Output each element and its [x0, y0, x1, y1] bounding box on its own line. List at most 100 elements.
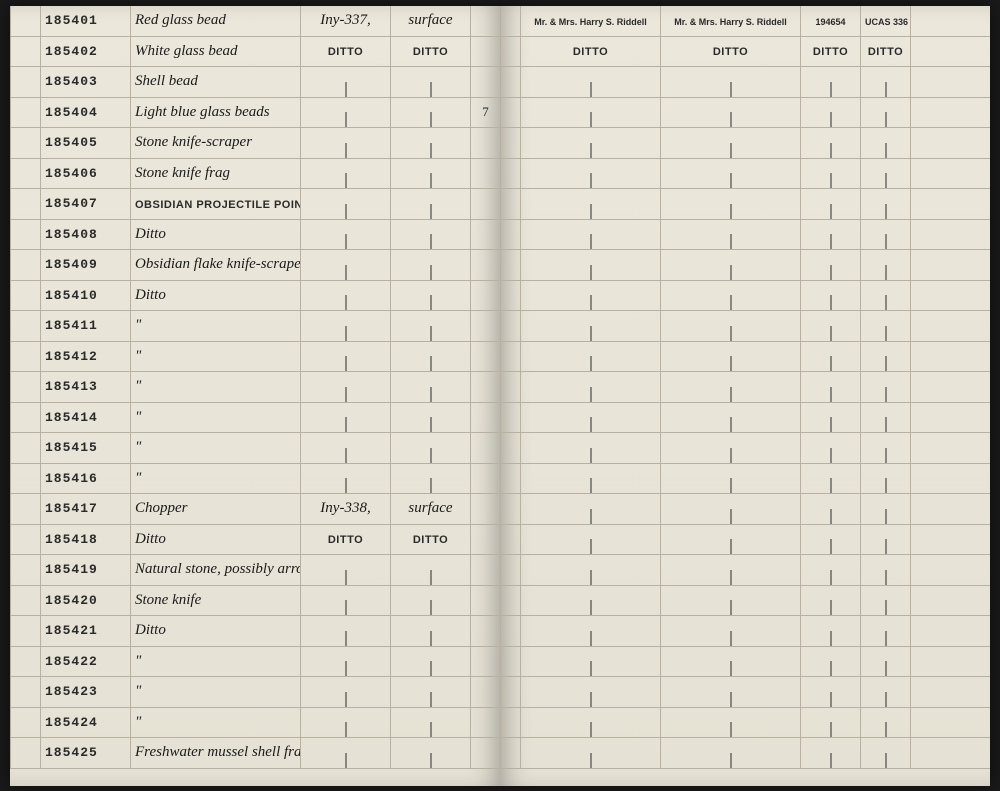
row-edge [11, 494, 41, 525]
description-text: Shell bead [135, 73, 198, 89]
location-2 [391, 311, 471, 342]
ledger-row: 185421Ditto [11, 616, 501, 647]
ledger-row: 185420Stone knife [11, 585, 501, 616]
ditto-mark [590, 143, 591, 158]
ditto-mark [730, 478, 731, 493]
count-cell [471, 341, 501, 372]
count-cell [471, 6, 501, 37]
ditto-mark [430, 82, 431, 97]
ucas-cell [861, 707, 911, 738]
location-2 [391, 463, 471, 494]
accession-cell [801, 707, 861, 738]
accession-cell [801, 555, 861, 586]
row-edge [501, 158, 521, 189]
collector-1-cell [521, 250, 661, 281]
ditto-mark [345, 326, 346, 341]
faded-id-cell [911, 494, 991, 525]
ditto-mark [590, 82, 591, 97]
count-cell [471, 524, 501, 555]
row-edge [501, 97, 521, 128]
accession-cell [801, 402, 861, 433]
collector-2-cell [661, 463, 801, 494]
ditto-mark [830, 417, 831, 432]
location-1 [301, 646, 391, 677]
collector-2-cell [661, 433, 801, 464]
catalog-id: 185407 [41, 189, 131, 220]
collector-1-cell [521, 219, 661, 250]
ditto-mark [830, 265, 831, 280]
row-edge [11, 616, 41, 647]
faded-id-cell [911, 402, 991, 433]
catalog-id: 185402 [41, 36, 131, 67]
row-edge [11, 36, 41, 67]
ledger-row [501, 677, 991, 708]
ditto-mark [730, 326, 731, 341]
ucas-cell [861, 402, 911, 433]
accession-cell [801, 311, 861, 342]
catalog-id: 185418 [41, 524, 131, 555]
catalog-id: 185411 [41, 311, 131, 342]
count-cell [471, 189, 501, 220]
ditto-mark [345, 631, 346, 646]
ditto-mark [830, 173, 831, 188]
description-cell: OBSIDIAN PROJECTILE POINT frag [131, 189, 301, 220]
count-cell [471, 463, 501, 494]
ditto-mark [830, 722, 831, 737]
ditto-mark [430, 143, 431, 158]
ledger-row: 185407OBSIDIAN PROJECTILE POINT frag [11, 189, 501, 220]
ledger-row: 185422" [11, 646, 501, 677]
row-edge [501, 433, 521, 464]
count-cell: 7 [471, 97, 501, 128]
location-1 [301, 616, 391, 647]
collector-1-cell [521, 402, 661, 433]
ledger-row: 185405Stone knife-scraper [11, 128, 501, 159]
collector-1-cell [521, 67, 661, 98]
row-edge [501, 6, 521, 37]
row-edge [501, 524, 521, 555]
ditto-mark [885, 753, 886, 768]
ditto-mark [830, 753, 831, 768]
ditto-mark [730, 417, 731, 432]
ledger-row: 185410Ditto [11, 280, 501, 311]
faded-id-cell [911, 219, 991, 250]
collector-1-cell [521, 158, 661, 189]
row-edge [501, 250, 521, 281]
row-edge [501, 738, 521, 769]
ditto-mark [590, 631, 591, 646]
ditto-mark [730, 692, 731, 707]
ditto-mark [590, 570, 591, 585]
accession-cell [801, 128, 861, 159]
location-2 [391, 646, 471, 677]
catalog-id: 185416 [41, 463, 131, 494]
description-cell: Natural stone, possibly arrow wrench [131, 555, 301, 586]
ditto-mark [885, 82, 886, 97]
ditto-mark [730, 143, 731, 158]
location-2 [391, 738, 471, 769]
ucas-cell [861, 494, 911, 525]
faded-id-cell [911, 189, 991, 220]
ledger-row [501, 280, 991, 311]
ditto-mark [430, 204, 431, 219]
ditto-mark [885, 204, 886, 219]
ucas-cell [861, 219, 911, 250]
description-text: White glass bead [135, 43, 238, 59]
ucas-cell [861, 646, 911, 677]
location-1 [301, 707, 391, 738]
row-edge [11, 677, 41, 708]
collector-2-cell [661, 494, 801, 525]
catalog-id: 185417 [41, 494, 131, 525]
ditto-mark [345, 204, 346, 219]
right-ledger-table: Mr. & Mrs. Harry S. RiddellMr. & Mrs. Ha… [500, 6, 990, 769]
ditto-mark [430, 753, 431, 768]
ditto-mark [590, 295, 591, 310]
faded-id-cell [911, 250, 991, 281]
collector-1-cell [521, 433, 661, 464]
ditto-mark [830, 326, 831, 341]
location-2: DITTO [391, 524, 471, 555]
collector-2-cell [661, 189, 801, 220]
faded-id-cell [911, 677, 991, 708]
location-1 [301, 189, 391, 220]
row-edge [11, 311, 41, 342]
location-text: surface [408, 500, 452, 516]
row-edge [501, 646, 521, 677]
